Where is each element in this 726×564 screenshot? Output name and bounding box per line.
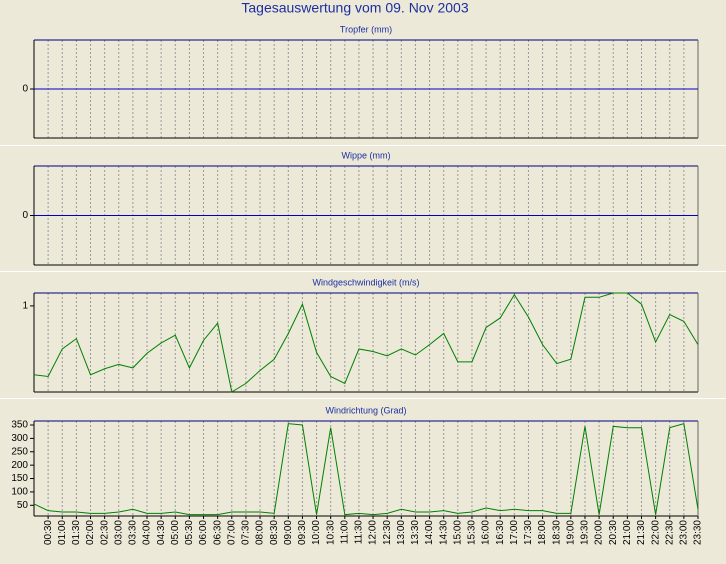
x-tick-label: 21:30 bbox=[636, 520, 647, 545]
x-tick-label: 15:30 bbox=[467, 520, 478, 545]
series-line bbox=[33, 423, 699, 516]
chart-title: Wippe (mm) bbox=[342, 150, 391, 160]
x-tick-label: 10:00 bbox=[311, 520, 322, 545]
x-tick-label: 13:30 bbox=[410, 520, 421, 545]
x-tick-label: 09:00 bbox=[283, 520, 294, 545]
x-tick-label: 06:00 bbox=[198, 520, 209, 545]
x-tick-label: 01:30 bbox=[71, 520, 82, 545]
x-tick-label: 11:30 bbox=[354, 520, 365, 545]
x-tick-label: 21:00 bbox=[622, 520, 633, 545]
x-tick-label: 20:30 bbox=[608, 520, 619, 545]
x-tick-label: 07:30 bbox=[241, 520, 252, 545]
x-tick-label: 08:00 bbox=[255, 520, 266, 545]
x-tick-label: 19:30 bbox=[580, 520, 591, 545]
y-tick-label: 200 bbox=[11, 460, 28, 471]
x-tick-label: 02:00 bbox=[85, 520, 96, 545]
y-tick-label: 250 bbox=[11, 446, 28, 457]
x-tick-label: 14:30 bbox=[438, 520, 449, 545]
plot-area bbox=[34, 421, 698, 516]
x-tick-label: 16:30 bbox=[495, 520, 506, 545]
y-tick-label: 1 bbox=[22, 301, 28, 312]
x-tick-label: 01:00 bbox=[57, 520, 68, 545]
x-tick-label: 17:30 bbox=[523, 520, 534, 545]
series-line bbox=[33, 292, 699, 393]
chart-title: Tropfer (mm) bbox=[340, 24, 392, 34]
x-tick-label: 20:00 bbox=[594, 520, 605, 545]
x-tick-label: 14:00 bbox=[424, 520, 435, 545]
y-tick-label: 300 bbox=[11, 433, 28, 444]
x-tick-label: 00:30 bbox=[43, 520, 54, 545]
x-tick-label: 16:00 bbox=[481, 520, 492, 545]
y-tick-label: 50 bbox=[17, 500, 29, 511]
x-tick-label: 08:30 bbox=[269, 520, 280, 545]
y-tick-label: 350 bbox=[11, 420, 28, 431]
x-tick-label: 03:30 bbox=[128, 520, 139, 545]
x-tick-label: 09:30 bbox=[297, 520, 308, 545]
x-tick-label: 18:30 bbox=[551, 520, 562, 545]
y-tick-label: 0 bbox=[22, 210, 28, 221]
x-tick-label: 02:30 bbox=[99, 520, 110, 545]
x-tick-label: 12:30 bbox=[382, 520, 393, 545]
x-tick-label: 12:00 bbox=[368, 520, 379, 545]
y-tick-label: 100 bbox=[11, 487, 28, 498]
x-tick-label: 22:30 bbox=[664, 520, 675, 545]
x-tick-label: 05:00 bbox=[170, 520, 181, 545]
x-tick-label: 03:00 bbox=[113, 520, 124, 545]
x-tick-label: 04:00 bbox=[142, 520, 153, 545]
y-tick-label: 0 bbox=[22, 84, 28, 95]
page-title: Tagesauswertung vom 09. Nov 2003 bbox=[241, 0, 468, 16]
x-tick-label: 07:00 bbox=[226, 520, 237, 545]
x-tick-label: 19:00 bbox=[565, 520, 576, 545]
chart-title: Windgeschwindigkeit (m/s) bbox=[312, 277, 419, 287]
x-tick-label: 18:00 bbox=[537, 520, 548, 545]
x-tick-label: 05:30 bbox=[184, 520, 195, 545]
x-tick-label: 17:00 bbox=[509, 520, 520, 545]
x-tick-label: 15:00 bbox=[452, 520, 463, 545]
x-tick-label: 13:00 bbox=[396, 520, 407, 545]
x-tick-label: 23:00 bbox=[679, 520, 690, 545]
plot-area bbox=[34, 293, 698, 392]
y-tick-label: 150 bbox=[11, 473, 28, 484]
x-tick-label: 04:30 bbox=[156, 520, 167, 545]
x-tick-label: 06:30 bbox=[212, 520, 223, 545]
x-tick-label: 22:00 bbox=[650, 520, 661, 545]
x-tick-label: 10:30 bbox=[325, 520, 336, 545]
x-tick-label: 11:00 bbox=[339, 520, 350, 545]
chart-title: Windrichtung (Grad) bbox=[325, 405, 406, 415]
x-tick-label: 23:30 bbox=[693, 520, 704, 545]
